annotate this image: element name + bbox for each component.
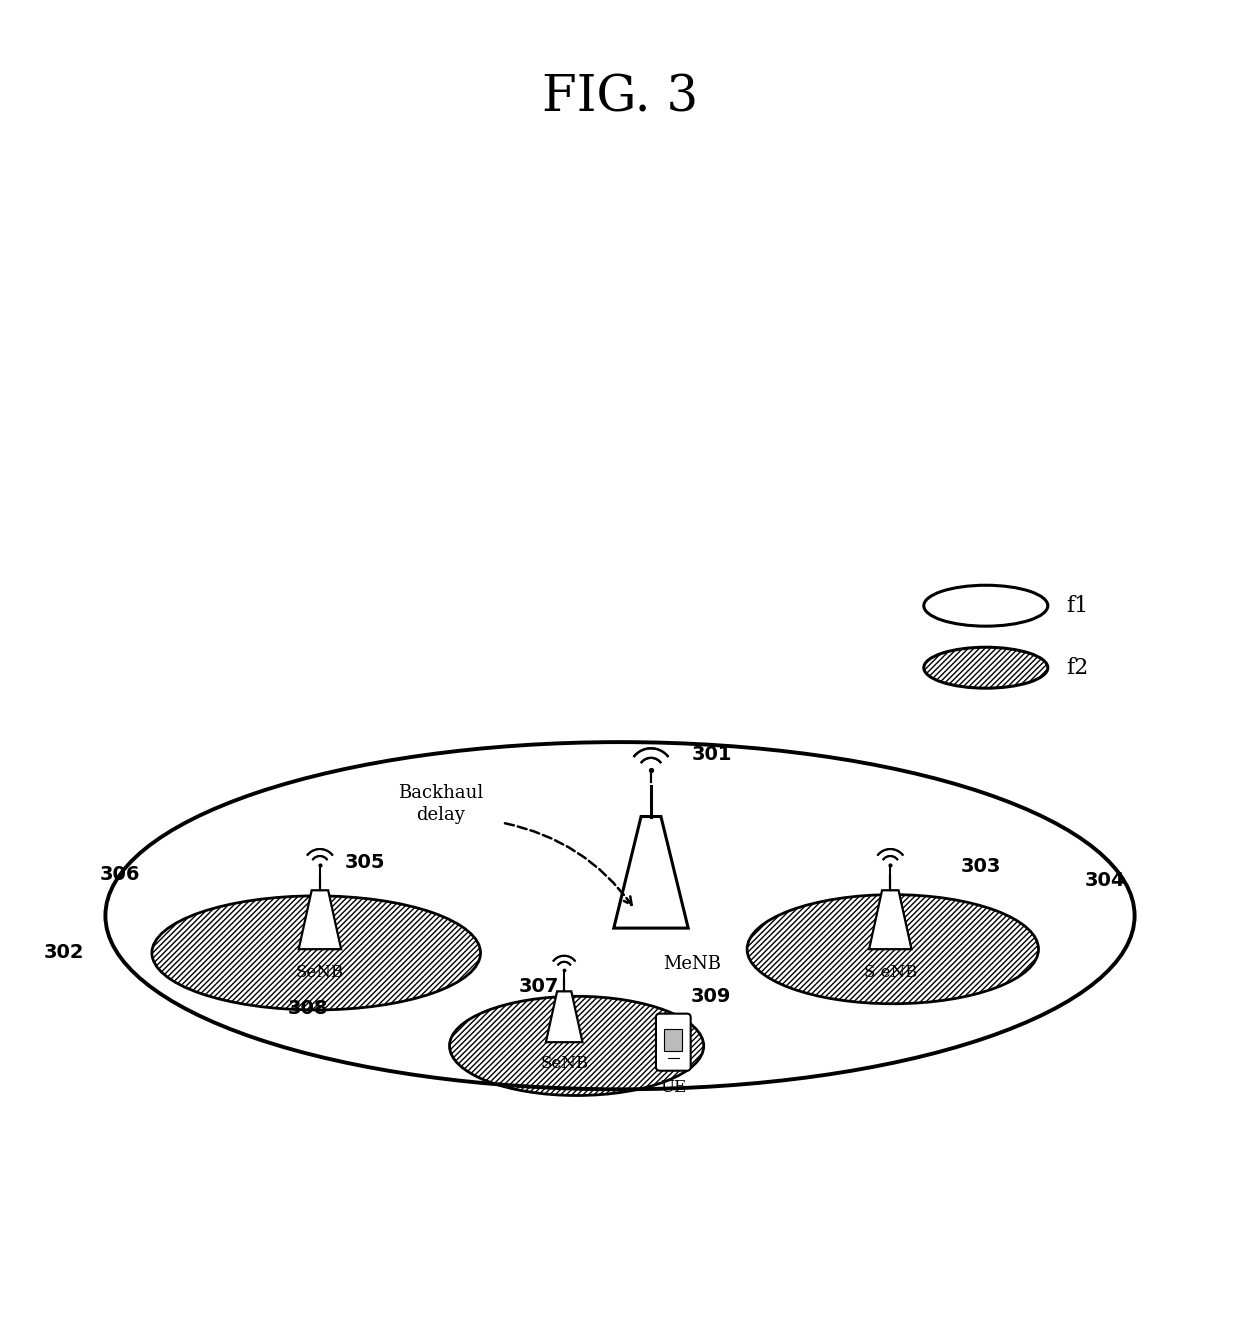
Bar xyxy=(665,1028,682,1050)
Polygon shape xyxy=(299,890,341,949)
FancyArrowPatch shape xyxy=(505,823,631,905)
Text: 302: 302 xyxy=(43,943,84,962)
FancyBboxPatch shape xyxy=(656,1013,691,1070)
Polygon shape xyxy=(546,991,583,1043)
Polygon shape xyxy=(614,816,688,929)
Text: MeNB: MeNB xyxy=(663,955,722,974)
Text: 304: 304 xyxy=(1085,872,1126,890)
Polygon shape xyxy=(869,890,911,949)
Text: f1: f1 xyxy=(1066,595,1089,617)
Text: UE: UE xyxy=(660,1080,687,1097)
Text: 305: 305 xyxy=(345,853,386,872)
Text: 303: 303 xyxy=(961,856,1002,876)
Text: 308: 308 xyxy=(288,999,329,1019)
Text: f2: f2 xyxy=(1066,656,1089,679)
Text: 306: 306 xyxy=(99,865,140,884)
Text: 307: 307 xyxy=(518,976,559,996)
Text: SeNB: SeNB xyxy=(296,964,343,982)
Text: SeNB: SeNB xyxy=(541,1054,588,1072)
Text: 301: 301 xyxy=(692,745,733,763)
Text: Backhaul
delay: Backhaul delay xyxy=(398,785,482,824)
Ellipse shape xyxy=(105,742,1135,1089)
Text: 309: 309 xyxy=(691,987,732,1005)
Ellipse shape xyxy=(924,585,1048,626)
Text: S eNB: S eNB xyxy=(863,964,918,982)
Text: FIG. 3: FIG. 3 xyxy=(542,73,698,122)
